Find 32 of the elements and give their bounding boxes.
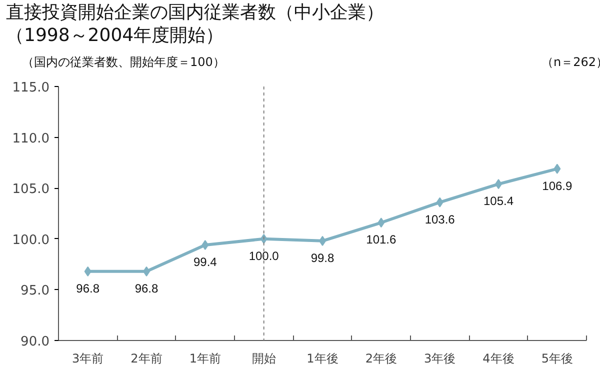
data-label: 96.8 [76, 281, 100, 296]
text: （n＝262） [541, 54, 600, 71]
data-label: 101.6 [366, 232, 397, 247]
y-tick-label: 95.0 [20, 284, 50, 299]
x-tick-label: 4年後 [482, 352, 514, 366]
y-tick-label: 105.0 [12, 182, 50, 198]
x-tick-label: 2年前 [130, 352, 162, 366]
y-tick-label: 90.0 [20, 334, 50, 350]
point [554, 164, 561, 174]
x-tick-label: 1年後 [306, 352, 338, 366]
data-label: 96.8 [134, 281, 159, 296]
y-tick-label: 115.0 [12, 80, 50, 96]
x-tick-label: 3年前 [72, 352, 104, 366]
data-label: 106.9 [542, 178, 573, 193]
x-tick-label: 2年後 [365, 352, 397, 366]
x-tick-label: 開始 [252, 352, 276, 366]
y-tick-label: 100.0 [12, 232, 50, 248]
data-label: 99.4 [193, 254, 218, 269]
point [84, 266, 92, 276]
y-axis-title: （国内の従業者数、開始年度＝100） [22, 54, 225, 71]
point [436, 197, 444, 208]
data-label: 100.0 [248, 248, 280, 263]
data-label: 105.4 [483, 194, 514, 208]
point [378, 218, 385, 228]
chart-title: 直接投資開始企業の国内従業者数（中小企業）（1998～2004年度開始） [6, 2, 385, 47]
data-label: 103.6 [424, 212, 456, 226]
x-tick-label: 5年後 [541, 352, 573, 366]
x-tick-label: 3年後 [424, 352, 456, 366]
x-tick-label: 1年前 [189, 352, 221, 366]
data-label: 99.8 [310, 250, 335, 265]
y-tick-label: 110.0 [12, 131, 50, 146]
point [202, 240, 209, 250]
